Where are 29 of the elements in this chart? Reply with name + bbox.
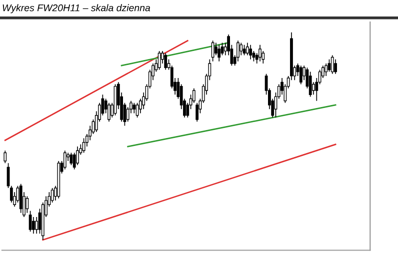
candlestick xyxy=(324,63,328,76)
candlestick xyxy=(249,44,252,60)
candlestick xyxy=(26,196,29,214)
candlestick xyxy=(328,58,331,72)
candlestick xyxy=(246,42,249,56)
candlestick xyxy=(158,50,161,70)
candlestick xyxy=(196,102,199,122)
candlestick xyxy=(330,54,334,74)
candlestick xyxy=(299,65,302,85)
candlestick xyxy=(4,150,7,164)
candlestick xyxy=(242,44,246,56)
candlestick xyxy=(32,216,35,234)
candlestick xyxy=(132,102,136,114)
candlestick xyxy=(308,71,312,98)
chart-title: Wykres FW20H11 – skala dzienna xyxy=(2,4,150,14)
candlestick xyxy=(50,188,54,203)
candlestick xyxy=(218,44,221,62)
candlestick xyxy=(236,40,240,62)
candlestick xyxy=(334,58,337,74)
candlestick xyxy=(19,183,22,214)
candlestick xyxy=(108,102,110,122)
candlestick xyxy=(35,216,38,234)
candlestick xyxy=(211,40,214,62)
candlestick xyxy=(258,44,262,62)
candlestick xyxy=(63,150,66,170)
candlestick xyxy=(28,210,32,232)
candlestick xyxy=(240,42,243,56)
candlestick xyxy=(76,146,79,166)
candlestick xyxy=(164,52,168,70)
